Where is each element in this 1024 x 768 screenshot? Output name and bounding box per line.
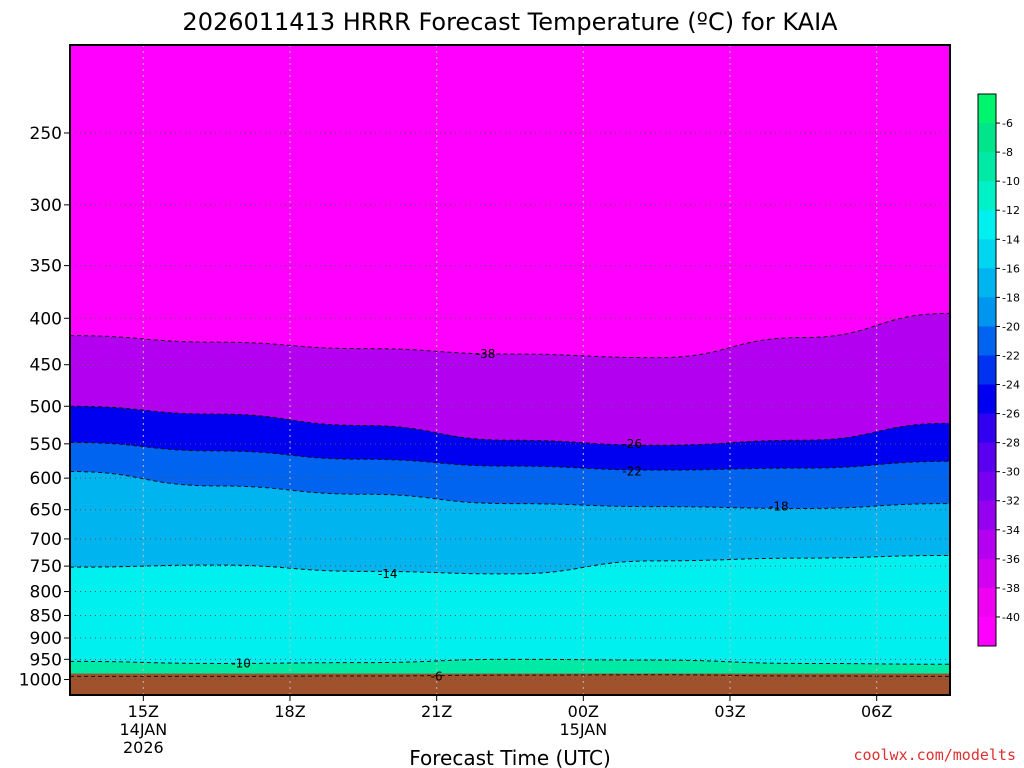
colorbar-label: -30 (1002, 466, 1020, 479)
x-tick-label: 06Z (861, 702, 892, 721)
contour-label: -14 (378, 567, 398, 581)
colorbar-frame (977, 93, 997, 647)
colorbar-label: -32 (1002, 495, 1020, 508)
colorbar-label: -38 (1002, 582, 1020, 595)
colorbar-swatch (978, 587, 996, 618)
colorbar-swatch (978, 558, 996, 589)
colorbar-label: -34 (1002, 524, 1020, 537)
x-tick-label: 15Z (128, 702, 159, 721)
colorbar-label: -40 (1002, 611, 1020, 624)
colorbar-swatch (978, 210, 996, 240)
y-tick-label: 500 (30, 397, 62, 417)
colorbar-swatch (978, 181, 996, 211)
colorbar-swatch (978, 239, 996, 269)
y-tick-label: 450 (30, 356, 62, 376)
colorbar-label: -36 (1002, 553, 1020, 566)
colorbar-swatch (978, 413, 996, 444)
ground-area (70, 673, 950, 695)
y-tick-label: 800 (30, 583, 62, 603)
colorbar: -6 -8 -10 -12 -14 -16 -18 -20 -22 -24 -26 -28 -30 -32… (977, 93, 1020, 647)
colorbar-label: -24 (1002, 379, 1020, 392)
colorbar-swatch (978, 94, 996, 124)
contour-label: -18 (769, 500, 789, 514)
x-tick-label: 18Z (274, 702, 305, 721)
watermark: coolwx.com/modelts (853, 746, 1016, 764)
colorbar-swatch (978, 471, 996, 502)
plot-frame (69, 44, 951, 696)
colorbar-label: -18 (1002, 291, 1020, 304)
y-tick-label: 700 (30, 530, 62, 550)
colorbar-swatch (978, 355, 996, 386)
y-tick-label: 400 (30, 309, 62, 329)
x-tick-label: 2026 (123, 738, 164, 757)
contour-line (70, 471, 950, 509)
y-tick-label: 600 (30, 469, 62, 489)
colorbar-label: -12 (1002, 204, 1020, 217)
colorbar-swatch (978, 123, 996, 153)
colorbar-label: -10 (1002, 175, 1020, 188)
colorbar-label: -16 (1002, 262, 1020, 275)
colorbar-swatch (978, 616, 996, 647)
contour-line (70, 405, 950, 446)
x-tick-label: 03Z (714, 702, 745, 721)
y-tick-label: 650 (30, 501, 62, 521)
colorbar-swatch (978, 297, 996, 327)
x-tick-label: 14JAN (119, 720, 167, 739)
contour-label: -6 (431, 669, 443, 683)
plot-area (70, 45, 950, 695)
chart-title: 2026011413 HRRR Forecast Temperature (ºC… (182, 8, 838, 36)
y-tick-label: 750 (30, 557, 62, 577)
contour-label: -22 (622, 465, 642, 479)
contour-label: -38 (476, 347, 496, 361)
x-axis-label: Forecast Time (UTC) (409, 746, 611, 768)
colorbar-swatch (978, 442, 996, 473)
colorbar-label: -8 (1002, 146, 1013, 159)
y-axis: 250 300 350 400 450 500 550 600 650 700 750 800 850 9… (19, 124, 70, 691)
colorbar-swatch (978, 268, 996, 298)
contour-line (70, 441, 950, 471)
y-tick-label: 300 (30, 196, 62, 216)
colorbar-label: -14 (1002, 233, 1020, 246)
colorbar-label: -6 (1002, 117, 1013, 130)
colorbar-swatch (978, 152, 996, 182)
contour-lines: -6 -10 -14 -18 -22 -26 -38 (70, 312, 950, 683)
y-tick-label: 350 (30, 257, 62, 277)
x-tick-label: 21Z (421, 702, 452, 721)
colorbar-swatch (978, 384, 996, 415)
colorbar-swatch (978, 529, 996, 560)
colorbar-label: -26 (1002, 408, 1020, 421)
y-tick-label: 950 (30, 650, 62, 670)
colorbar-label: -22 (1002, 349, 1020, 362)
colorbar-label: -20 (1002, 320, 1020, 333)
y-tick-label: 900 (30, 629, 62, 649)
grid-lines (70, 45, 950, 695)
contour-line (70, 312, 950, 359)
x-tick-label: 00Z (568, 702, 599, 721)
colorbar-swatch (978, 326, 996, 356)
y-tick-label: 250 (30, 124, 62, 144)
y-tick-label: 1000 (19, 671, 62, 691)
contour-label: -26 (622, 437, 642, 451)
x-tick-label: 15JAN (559, 720, 607, 739)
y-tick-label: 550 (30, 435, 62, 455)
band-fill (70, 555, 950, 695)
colorbar-label: -28 (1002, 437, 1020, 450)
y-tick-label: 850 (30, 606, 62, 626)
contour-label: -10 (231, 656, 251, 670)
colorbar-swatch (978, 500, 996, 531)
